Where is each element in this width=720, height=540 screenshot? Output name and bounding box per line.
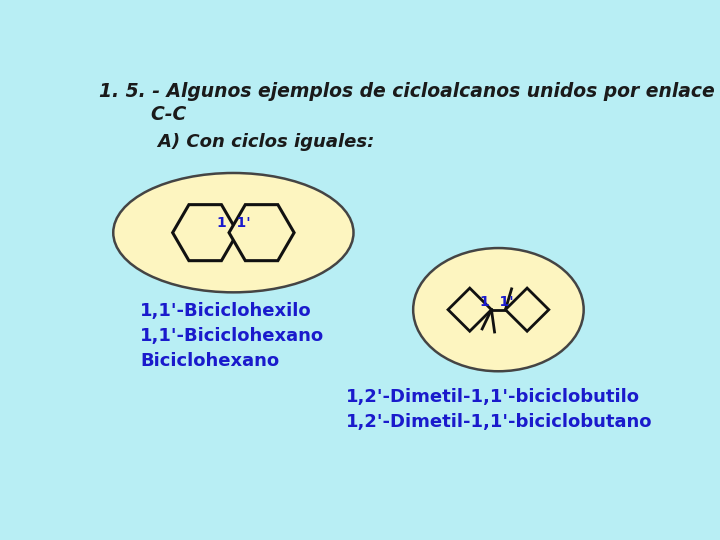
Text: A) Con ciclos iguales:: A) Con ciclos iguales: <box>132 132 374 151</box>
Text: 1. 5. - Algunos ejemplos de cicloalcanos unidos por enlace: 1. 5. - Algunos ejemplos de cicloalcanos… <box>99 82 715 101</box>
Text: 1  1': 1 1' <box>217 215 250 230</box>
Polygon shape <box>505 288 549 331</box>
Polygon shape <box>173 205 238 261</box>
Polygon shape <box>229 205 294 261</box>
Text: 1,2'-Dimetil-1,1'-biciclobutilo
1,2'-Dimetil-1,1'-biciclobutano: 1,2'-Dimetil-1,1'-biciclobutilo 1,2'-Dim… <box>346 388 652 431</box>
Ellipse shape <box>413 248 584 372</box>
Polygon shape <box>448 288 492 331</box>
Text: 1  1': 1 1' <box>480 295 513 309</box>
Text: 1,1'-Biciclohexilo
1,1'-Biciclohexano
Biciclohexano: 1,1'-Biciclohexilo 1,1'-Biciclohexano Bi… <box>140 302 325 370</box>
Ellipse shape <box>113 173 354 292</box>
Text: C-C: C-C <box>99 105 186 124</box>
